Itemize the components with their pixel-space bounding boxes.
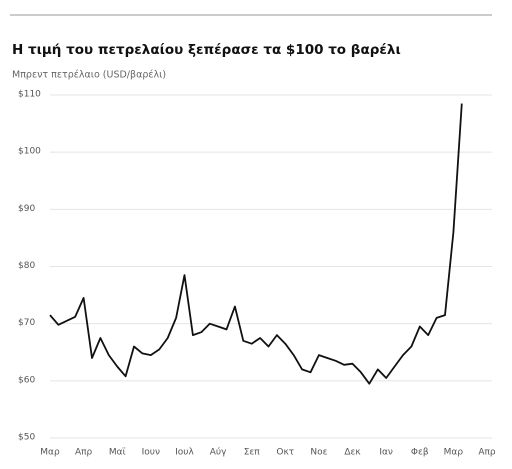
x-tick-label: Μαρ — [40, 448, 60, 458]
y-tick-label: $70 — [18, 318, 35, 328]
x-tick-label: Μαρ — [444, 448, 464, 458]
x-tick-label: Ιαν — [379, 448, 393, 458]
x-tick-label: Νοε — [310, 448, 327, 458]
x-tick-label: Ιουλ — [175, 448, 194, 458]
x-tick-label: Μαϊ — [109, 448, 126, 458]
x-tick-label: Οκτ — [276, 448, 294, 458]
line-series — [49, 103, 463, 385]
x-tick-label: Απρ — [478, 448, 496, 458]
x-tick-label: Σεπ — [244, 448, 261, 458]
y-tick-label: $60 — [18, 375, 35, 385]
x-tick-label: Φεβ — [411, 448, 429, 458]
y-tick-label: $50 — [18, 433, 35, 443]
chart-subtitle: Μπρεντ πετρέλαιο (USD/βαρέλι) — [12, 70, 166, 81]
x-tick-label: Αύγ — [210, 447, 227, 458]
y-tick-label: $90 — [18, 204, 35, 214]
y-tick-label: $100 — [18, 147, 41, 157]
x-tick-label: Ιουν — [142, 448, 160, 458]
y-tick-label: $80 — [18, 261, 35, 271]
chart-title: Η τιμή του πετρελαίου ξεπέρασε τα $100 τ… — [12, 42, 401, 58]
x-tick-label: Απρ — [75, 448, 93, 458]
x-tick-label: Δεκ — [344, 448, 361, 458]
y-tick-label: $110 — [18, 90, 41, 100]
